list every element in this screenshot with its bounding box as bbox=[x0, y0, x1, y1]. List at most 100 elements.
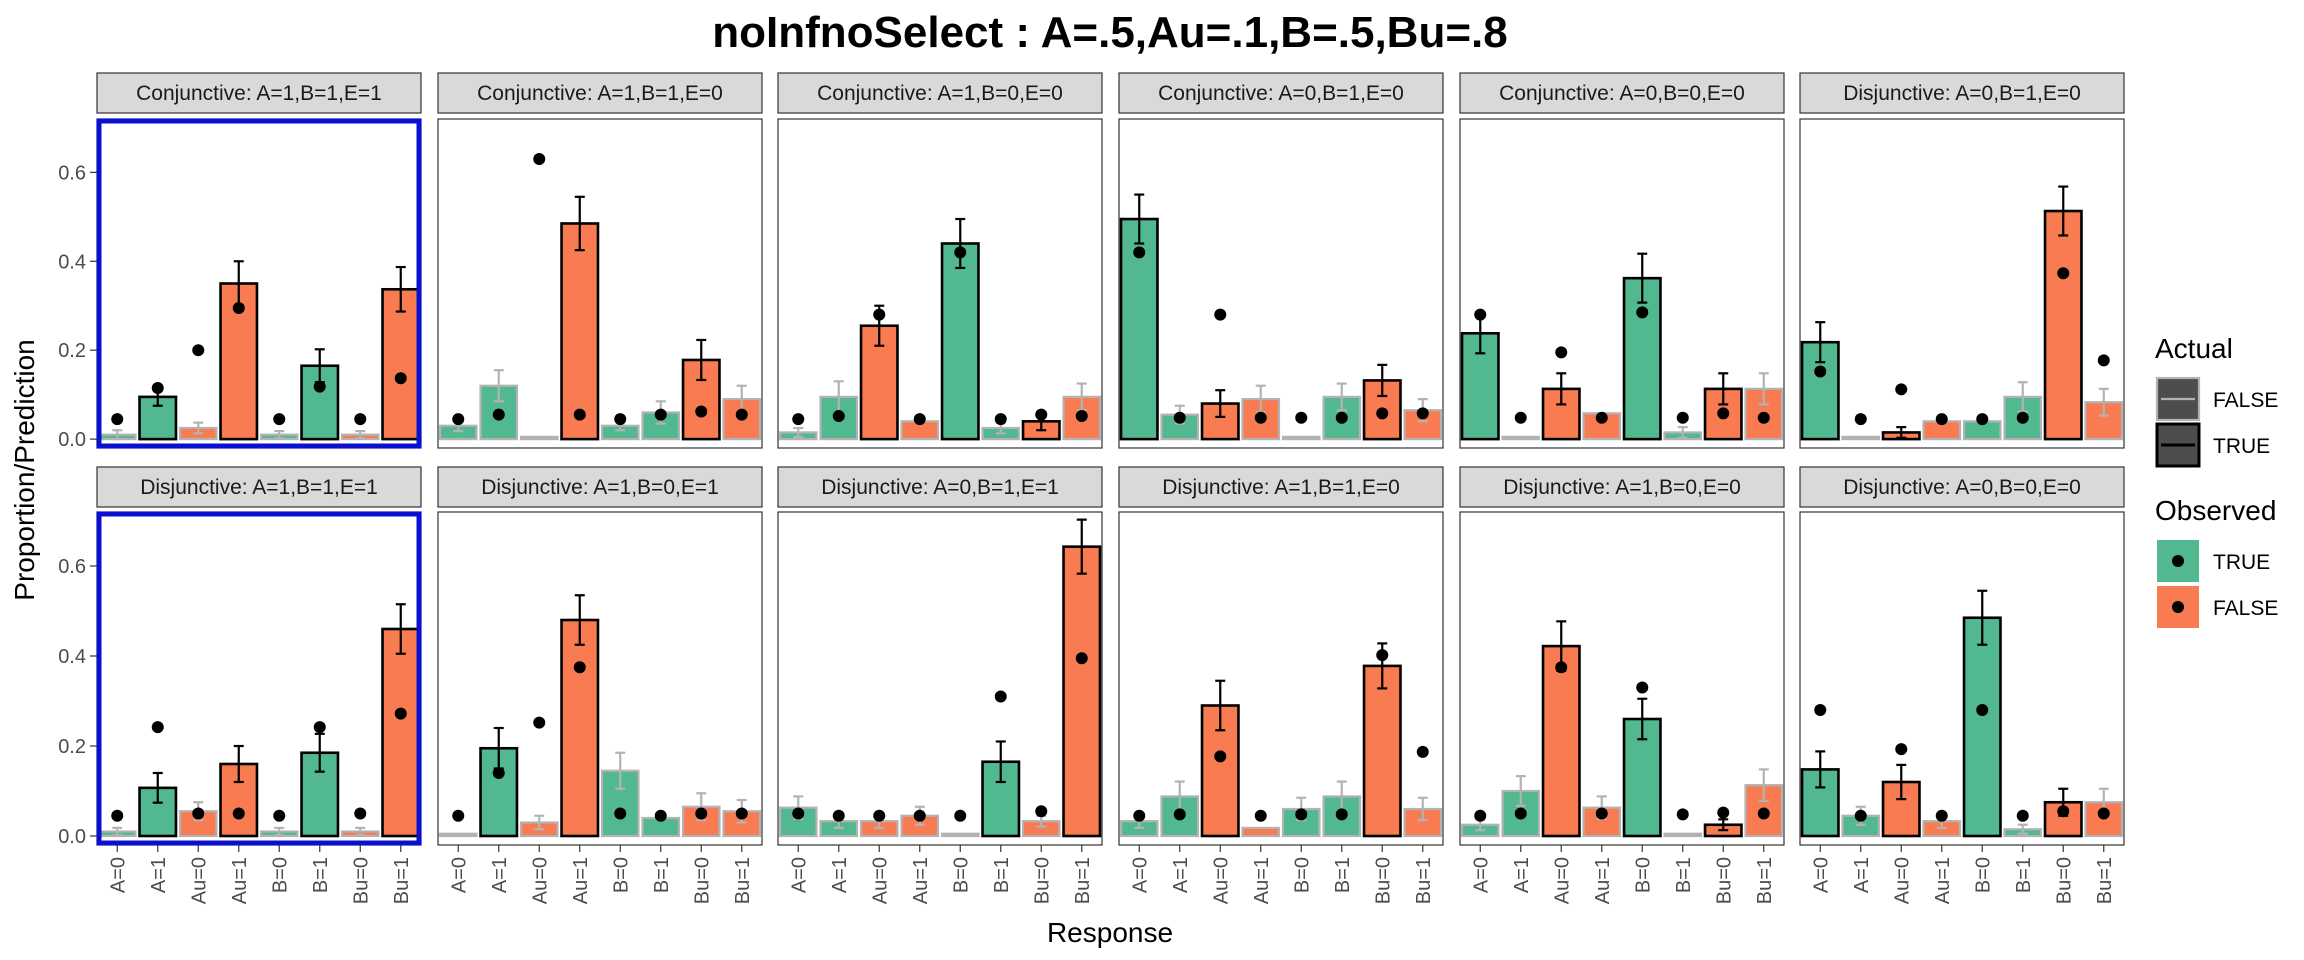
bar bbox=[519, 435, 559, 441]
prediction-point bbox=[573, 408, 586, 421]
facet-strip bbox=[437, 72, 763, 114]
facet-panel: Conjunctive: A=1,B=1,E=1 bbox=[96, 72, 422, 449]
y-tick-label: 0.4 bbox=[58, 251, 86, 273]
bar bbox=[1062, 545, 1102, 838]
x-tick-label: Bu=1 bbox=[2094, 857, 2116, 904]
facet-panel: Conjunctive: A=0,B=0,E=0 bbox=[1459, 72, 1785, 449]
prediction-point bbox=[452, 413, 465, 426]
prediction-point bbox=[313, 380, 326, 393]
prediction-point bbox=[1035, 805, 1048, 818]
y-tick-label: 0.0 bbox=[58, 429, 86, 451]
prediction-point bbox=[1757, 807, 1770, 820]
prediction-point bbox=[1636, 306, 1649, 319]
prediction-point bbox=[1814, 704, 1827, 716]
prediction-point bbox=[1416, 745, 1429, 758]
panel-border bbox=[1118, 118, 1444, 449]
prediction-point bbox=[354, 807, 367, 820]
prediction-point bbox=[1173, 411, 1186, 424]
prediction-point bbox=[273, 413, 286, 426]
prediction-point bbox=[873, 308, 886, 321]
prediction-point bbox=[573, 661, 586, 674]
y-tick-label: 0.2 bbox=[58, 340, 86, 362]
x-tick-label: Au=0 bbox=[869, 857, 891, 904]
prediction-point bbox=[1075, 409, 1088, 422]
prediction-point bbox=[492, 408, 505, 421]
prediction-point bbox=[1935, 809, 1948, 822]
y-tick-label: 0.6 bbox=[58, 162, 86, 184]
y-tick-label: 0.0 bbox=[58, 826, 86, 848]
prediction-point bbox=[1376, 649, 1389, 662]
facet-strip-label: Disjunctive: A=0,B=1,E=0 bbox=[1843, 82, 2081, 105]
x-tick-label: B=0 bbox=[610, 857, 632, 893]
prediction-point bbox=[1717, 806, 1730, 819]
facet-panel: Disjunctive: A=0,B=1,E=0 bbox=[1799, 72, 2125, 449]
prediction-point bbox=[1935, 413, 1948, 426]
y-axes: 0.0 0.2 0.4 0.6 0.0 0.2 0.4 0.6 bbox=[58, 162, 97, 848]
bar bbox=[2043, 209, 2083, 441]
prediction-point bbox=[1514, 807, 1527, 820]
facet-panel: Disjunctive: A=1,B=0,E=1 bbox=[437, 466, 763, 846]
x-tick-label: B=0 bbox=[950, 857, 972, 893]
panel-border bbox=[437, 118, 763, 449]
bar bbox=[438, 832, 478, 838]
prediction-point bbox=[1035, 408, 1048, 421]
prediction-point bbox=[533, 153, 546, 166]
facet-panel: Disjunctive: A=1,B=1,E=0 bbox=[1118, 466, 1444, 846]
facet-strip-label: Conjunctive: A=1,B=1,E=1 bbox=[136, 82, 382, 105]
prediction-point bbox=[232, 301, 245, 314]
facet-strip-label: Conjunctive: A=1,B=0,E=0 bbox=[817, 82, 1063, 105]
prediction-point bbox=[111, 413, 124, 426]
prediction-point bbox=[954, 809, 967, 822]
prediction-point bbox=[452, 809, 465, 822]
facet-strip-label: Conjunctive: A=1,B=1,E=0 bbox=[477, 82, 723, 105]
facet-strip-label: Disjunctive: A=1,B=0,E=0 bbox=[1503, 476, 1741, 499]
facet-panel: Conjunctive: A=1,B=0,E=0 bbox=[777, 72, 1103, 449]
x-tick-label: Bu=0 bbox=[1372, 857, 1394, 904]
prediction-point bbox=[2097, 807, 2110, 820]
x-tick-label: Au=1 bbox=[570, 857, 592, 904]
x-tick-label: A=0 bbox=[107, 857, 129, 893]
prediction-point bbox=[1214, 308, 1227, 321]
legend-title-actual: Actual bbox=[2155, 333, 2233, 364]
prediction-point bbox=[1514, 411, 1527, 424]
bar bbox=[560, 222, 600, 441]
prediction-point bbox=[1757, 411, 1770, 424]
prediction-point bbox=[1895, 383, 1908, 396]
x-tick-label: Au=0 bbox=[1210, 857, 1232, 904]
bar bbox=[381, 627, 421, 838]
facet-strip bbox=[1799, 466, 2125, 508]
prediction-point bbox=[913, 809, 926, 822]
x-tick-label: A=1 bbox=[829, 857, 851, 893]
bar bbox=[560, 618, 600, 838]
prediction-point bbox=[1254, 411, 1267, 424]
facet-panel: Disjunctive: A=1,B=0,E=0 bbox=[1459, 466, 1785, 846]
highlight-box bbox=[96, 511, 422, 846]
prediction-point bbox=[1474, 809, 1487, 822]
legend-label-observed: TRUE bbox=[2213, 551, 2270, 574]
prediction-point bbox=[1595, 411, 1608, 424]
legend-key-point bbox=[2172, 601, 2184, 613]
prediction-point bbox=[832, 809, 845, 822]
panel-border bbox=[1459, 511, 1785, 846]
prediction-point bbox=[492, 767, 505, 779]
facet-strip-label: Disjunctive: A=1,B=1,E=0 bbox=[1162, 476, 1400, 499]
prediction-point bbox=[1676, 411, 1689, 424]
facet-panel: Disjunctive: A=0,B=0,E=0 bbox=[1799, 466, 2125, 846]
x-tick-label: Au=1 bbox=[1592, 857, 1614, 904]
prediction-point bbox=[654, 809, 667, 822]
prediction-point bbox=[111, 809, 124, 822]
legend-label-actual: FALSE bbox=[2213, 389, 2278, 412]
facet-strip bbox=[1118, 466, 1444, 508]
prediction-point bbox=[533, 716, 546, 729]
x-tick-label: Au=0 bbox=[1551, 857, 1573, 904]
panel-border bbox=[1799, 118, 2125, 449]
panel-border bbox=[1118, 511, 1444, 846]
facet-strip bbox=[777, 72, 1103, 114]
panel-background bbox=[1800, 512, 2124, 845]
x-tick-label: B=0 bbox=[1972, 857, 1994, 893]
prediction-point bbox=[1133, 809, 1146, 822]
panel-background bbox=[97, 119, 421, 448]
bar bbox=[1663, 832, 1703, 838]
panel-background bbox=[778, 119, 1102, 448]
prediction-point bbox=[1335, 808, 1348, 821]
